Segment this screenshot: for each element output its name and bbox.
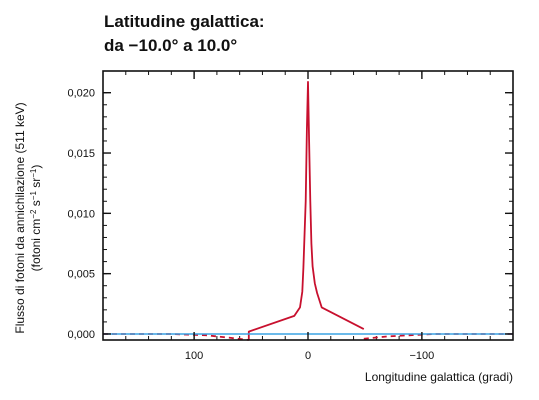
series-layer — [103, 81, 513, 341]
y-axis-label-unit-exp3: −1 — [29, 168, 38, 178]
x-axis-label: Longitudine galattica (gradi) — [365, 370, 513, 384]
signal-dashed-line — [103, 333, 249, 341]
y-axis-label-line2: (fotoni cm−2 s−1 sr−1) — [29, 165, 43, 272]
y-axis-label-unit-prefix: (fotoni cm — [29, 219, 43, 272]
axis-ticks: 100 0 −100 0,000 0,005 0,010 0,015 0,020 — [67, 71, 513, 362]
y-tick-label: 0,000 — [67, 329, 95, 341]
y-axis-label-unit-suffix: ) — [29, 165, 43, 169]
y-axis-label-unit-mid2: sr — [29, 178, 43, 191]
signal-line — [247, 81, 365, 340]
chart-title-line1: Latitudine galattica: — [104, 12, 265, 31]
signal-dashed-line — [363, 333, 513, 340]
y-axis-label-unit-exp1: −2 — [29, 209, 38, 219]
y-tick-label: 0,005 — [67, 269, 95, 281]
y-tick-label: 0,020 — [67, 88, 95, 100]
y-axis-label-line1: Flusso di fotoni da annichilazione (511 … — [13, 102, 27, 333]
y-tick-label: 0,015 — [67, 148, 95, 160]
chart-title-line2: da −10.0° a 10.0° — [104, 36, 238, 55]
x-tick-label: 100 — [185, 350, 203, 362]
x-tick-label: −100 — [409, 350, 434, 362]
y-axis-label-unit-mid1: s — [29, 200, 43, 209]
x-tick-label: 0 — [305, 350, 311, 362]
y-axis-label-unit-exp2: −1 — [29, 191, 38, 201]
chart-title: Latitudine galattica: da −10.0° a 10.0° — [104, 10, 265, 58]
y-tick-label: 0,010 — [67, 208, 95, 220]
